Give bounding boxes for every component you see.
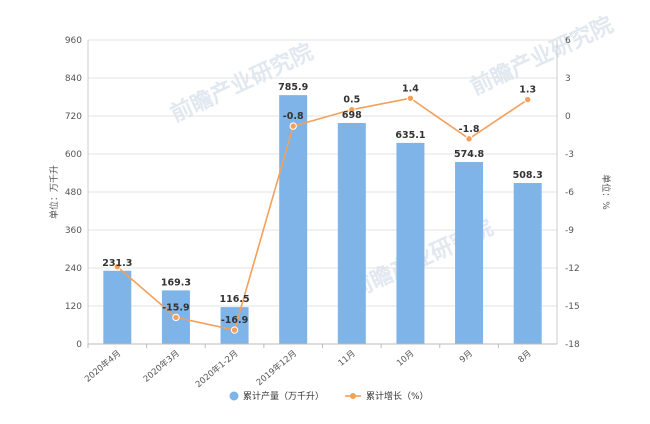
line-value-label: 0.5 [343,95,360,106]
bar [455,161,484,344]
x-category-label: 2020年1-2月 [193,348,240,390]
y-right-axis-label: 单位：% [600,174,612,210]
bar-value-label: 698 [342,110,362,121]
growth-line [116,97,529,332]
right-tick-label: 6 [565,36,571,46]
left-tick-label: 720 [65,112,82,122]
bar [396,142,425,344]
x-category-label: 9月 [458,349,475,366]
right-tick-label: -9 [565,226,574,236]
line-value-label: 1.4 [402,83,419,94]
x-category-label: 11月 [337,349,358,369]
left-tick-label: 120 [65,302,82,312]
line-value-label: -16.9 [221,315,248,326]
right-tick-label: 3 [565,74,571,84]
legend-line-label: 累计增长（%） [366,390,429,402]
bar-value-label: 116.5 [220,294,250,305]
line-point [172,313,180,322]
x-category-label: 2020年4月 [82,348,123,385]
legend-line-marker [350,393,356,399]
line-point [113,263,122,271]
y-left-axis-label: 单位：万千升 [48,165,60,219]
right-tick-label: -18 [565,340,580,350]
x-category-label: 2019年12月 [254,348,299,388]
left-tick-label: 960 [65,36,82,46]
line-value-label: 1.3 [519,85,536,96]
x-category-label: 10月 [395,349,416,369]
line-point [230,326,239,334]
line-point [348,105,356,114]
left-tick-label: 480 [65,188,82,198]
bar [103,270,132,344]
bar-value-label: 169.3 [161,277,191,288]
bar-value-label: 574.8 [454,149,484,160]
line-series [113,94,532,334]
line-value-label: -15.9 [162,302,189,313]
left-tick-label: 360 [65,226,82,236]
x-category-label: 8月 [517,349,534,366]
x-category-label: 2020年3月 [141,348,182,385]
right-tick-label: -3 [565,150,574,160]
legend-bar-swatch [229,391,239,401]
left-tick-label: 240 [65,264,82,274]
left-tick-label: 0 [76,340,82,350]
bar-series [103,95,542,344]
bar [337,122,366,344]
right-tick-label: -12 [565,264,580,274]
bar-value-label: 231.3 [102,258,132,269]
data-labels: 231.3 169.3 116.5 785.9 698 635.1 574.8 508.3 -1… [102,82,542,326]
bar [220,307,249,344]
left-tick-label: 840 [65,74,82,84]
right-tick-label: 0 [565,112,571,122]
right-tick-label: -6 [565,188,574,198]
line-point [523,95,532,104]
legend-bar-label: 累计产量（万千升） [243,390,324,402]
watermark-layer: 前瞻产业研究院 前瞻产业研究院 前瞻产业研究院 [167,12,618,304]
bar-value-label: 635.1 [395,130,425,141]
bar [513,183,542,344]
left-tick-label: 600 [65,150,82,160]
bar-value-label: 508.3 [513,170,543,181]
line-point [465,135,473,143]
watermark-text: 前瞻产业研究院 [467,12,618,101]
legend: 累计产量（万千升） 累计增长（%） [229,390,429,402]
bar-value-label: 785.9 [278,82,308,93]
line-value-label: -1.8 [459,124,480,135]
line-value-label: -0.8 [283,111,304,122]
line-point [406,94,415,102]
bar [279,95,308,344]
line-point [289,122,297,130]
right-tick-label: -15 [565,302,580,312]
